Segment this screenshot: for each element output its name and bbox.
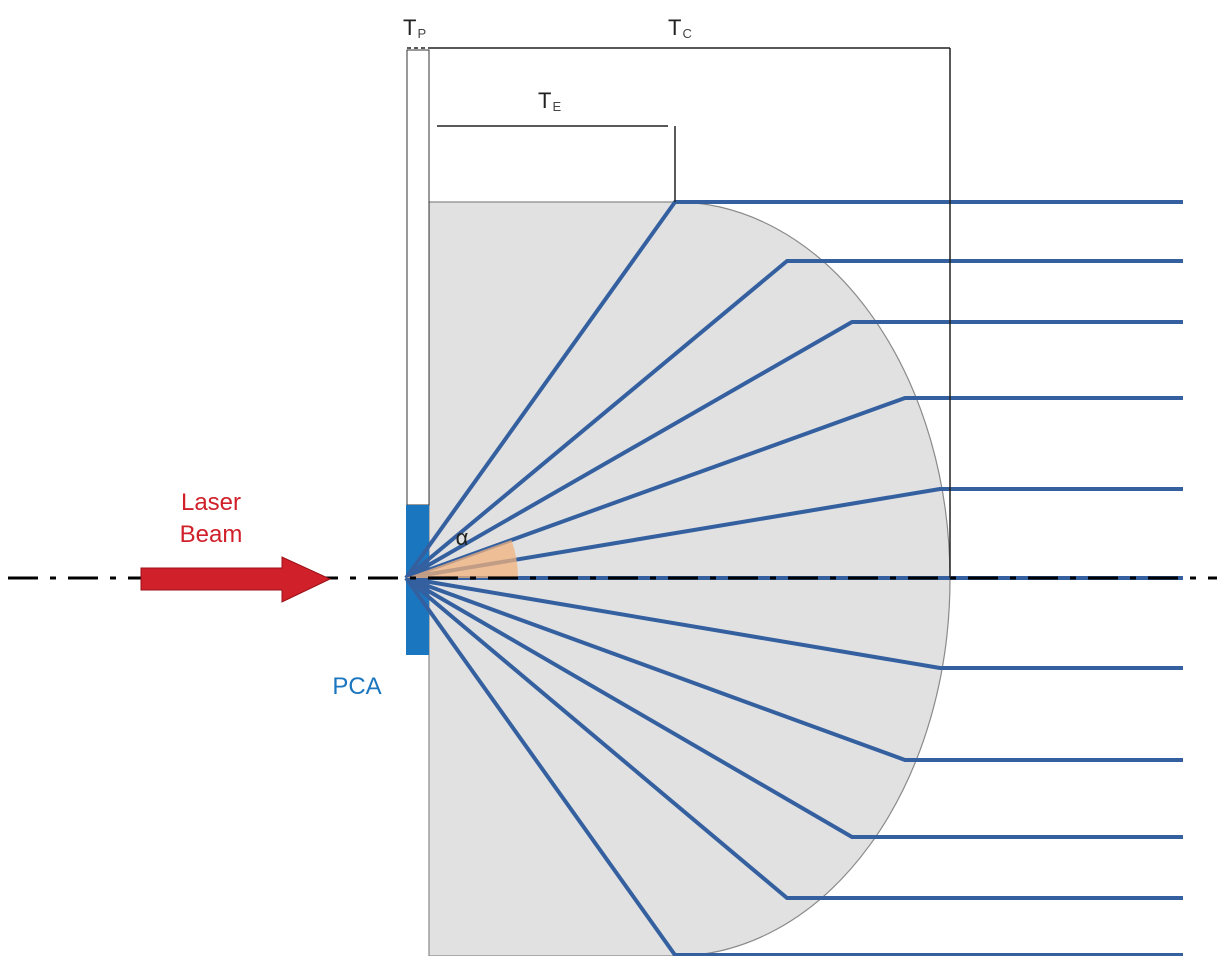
alpha-label: α <box>456 525 469 550</box>
ray-4 <box>405 396 1183 580</box>
ray-2 <box>404 259 1183 580</box>
ray-8 <box>405 576 1183 762</box>
substrate-layer <box>406 49 430 506</box>
te-label: TE <box>538 88 561 114</box>
ray-11 <box>404 576 1183 956</box>
emission-angle-sector <box>406 540 519 578</box>
laser-beam-label-line2: Beam <box>180 521 243 548</box>
ray-7 <box>405 576 1183 670</box>
right-arrow-icon <box>140 556 332 603</box>
ray-3 <box>405 320 1183 580</box>
pca-label: PCA <box>332 673 381 700</box>
ray-9 <box>404 576 1183 839</box>
ray-10 <box>404 576 1183 900</box>
tc-label: TC <box>668 15 692 41</box>
tp-label: TP <box>403 15 426 41</box>
dimension-lines <box>407 47 951 578</box>
ray-5 <box>405 487 1183 580</box>
laser-beam-label-line1: Laser <box>181 489 241 516</box>
